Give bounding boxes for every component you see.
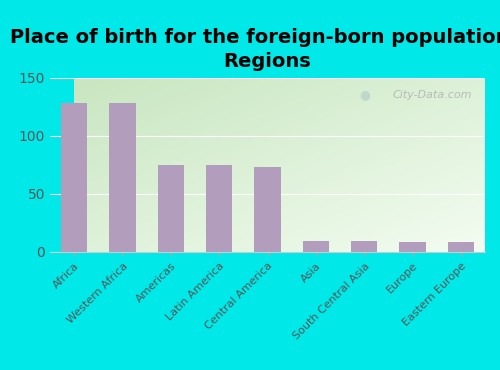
Bar [61,103,88,252]
Text: City-Data.com: City-Data.com [392,90,472,100]
Bar [351,241,378,252]
Bar [206,165,233,252]
Title: Place of birth for the foreign-born population -
Regions: Place of birth for the foreign-born popu… [10,28,500,71]
Bar [109,103,136,252]
Bar [448,242,474,252]
Bar [302,241,329,252]
Bar [399,242,426,252]
Bar [158,165,184,252]
Text: ●: ● [359,88,370,101]
Bar [254,167,281,252]
